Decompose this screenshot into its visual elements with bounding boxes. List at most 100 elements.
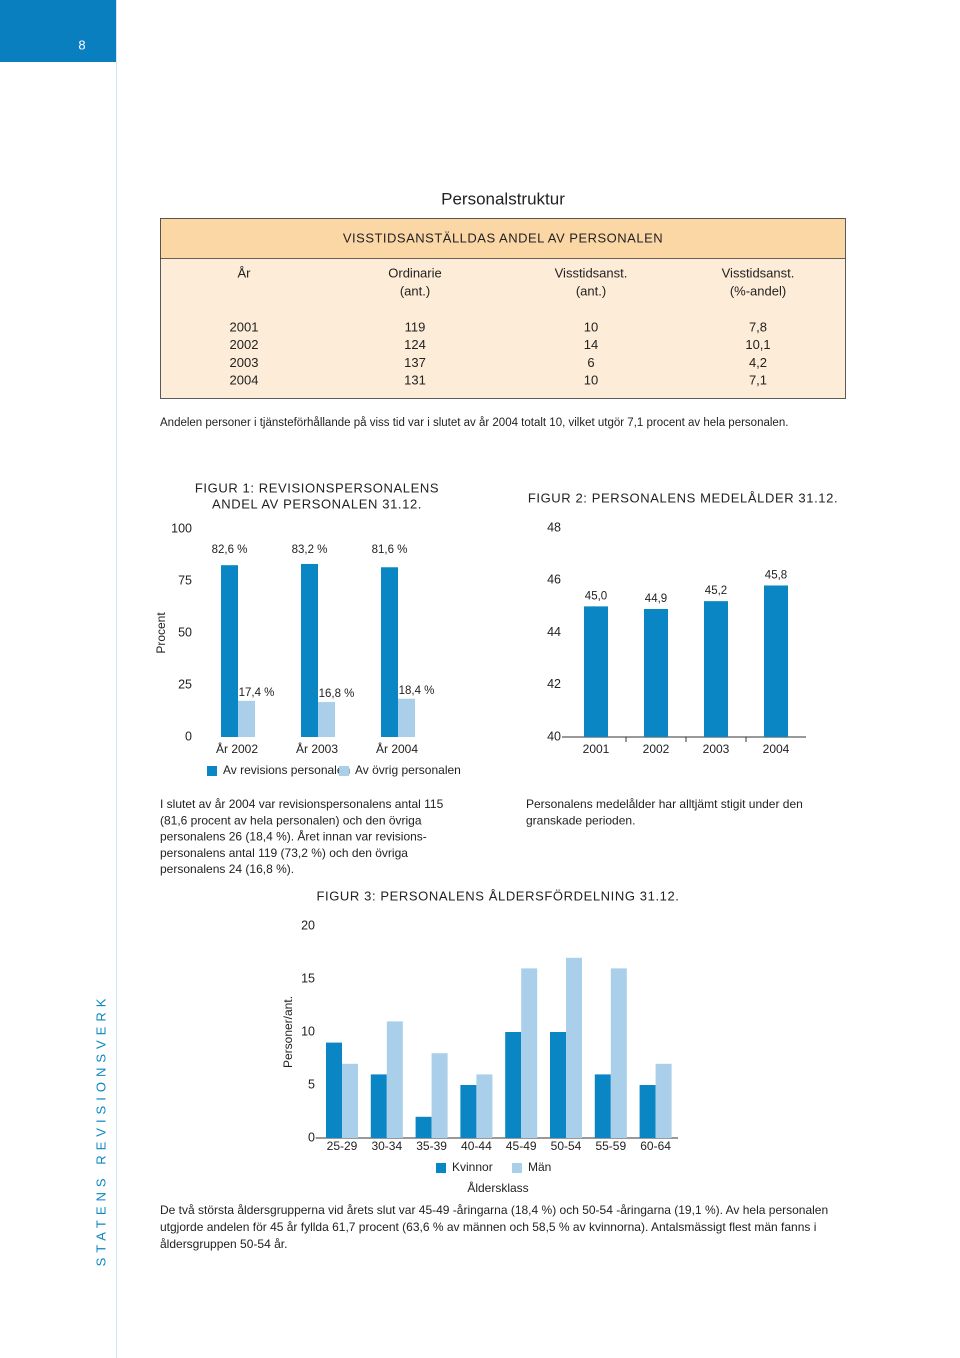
bar [238,700,255,737]
bar [566,957,582,1138]
y-tick-label: 20 [301,918,315,932]
x-tick-label: 40-44 [461,1139,492,1153]
table-cell: 7,8 [749,319,767,334]
x-tick-label: 30-34 [371,1139,402,1153]
paragraph-line: I slutet av år 2004 var revisionspersona… [160,797,444,811]
intro-text: Andelen personer i tjänsteförhållande på… [160,417,788,429]
table-header: Visstidsanst. [555,265,628,280]
table-cell: 2003 [230,355,259,370]
paragraph-line: åldersgruppen 50-54 år. [160,1237,287,1251]
y-tick-label: 5 [308,1077,315,1091]
figure-title: ANDEL AV PERSONALEN 31.12. [212,496,422,511]
bar [386,1021,403,1138]
section-title: Personalstruktur [441,189,565,208]
y-tick-label: 15 [301,971,315,985]
legend-label: Män [528,1160,551,1174]
y-tick-label: 0 [308,1130,315,1144]
legend-swatch [339,766,349,776]
table-cell: 2002 [230,337,259,352]
bar [639,1085,656,1138]
value-label: 17,4 % [239,687,275,699]
bar [550,1032,566,1138]
value-label: 82,6 % [212,544,248,556]
table-cell: 10 [584,373,598,388]
y-tick-label: 25 [178,677,192,691]
bar [594,1074,611,1138]
table-header: Ordinarie [388,265,441,280]
value-label: 44,9 [645,593,667,605]
legend-swatch [512,1163,522,1173]
y-tick-label: 40 [547,729,561,743]
value-label: 18,4 % [399,685,435,697]
bar [381,567,398,737]
paragraph-line: De två största åldersgrupperna vid årets… [160,1203,828,1217]
y-axis-label: Personer/ant. [281,996,295,1068]
table-cell: 4,2 [749,355,767,370]
x-tick-label: 50-54 [551,1139,582,1153]
bar [431,1053,448,1138]
x-tick-label: År 2003 [296,741,338,756]
figure-title: FIGUR 1: REVISIONSPERSONALENS [195,480,439,495]
bar [326,1042,342,1138]
y-tick-label: 44 [547,625,561,639]
bar [655,1063,672,1138]
x-tick-label: 60-64 [640,1139,671,1153]
x-tick-label: 2002 [643,742,670,756]
paragraph-line: personalens 24 (16,8 %). [160,862,294,876]
y-axis-label: Procent [154,612,168,654]
bar [301,563,318,737]
figure-title: FIGUR 3: PERSONALENS ÅLDERSFÖRDELNING 31… [316,888,679,903]
table-cell: 6 [587,355,594,370]
table-body-band [160,258,845,398]
table-title: VISSTIDSANSTÄLLDAS ANDEL AV PERSONALEN [343,230,663,245]
legend-label: Kvinnor [452,1160,493,1174]
bar [644,608,668,737]
y-tick-label: 42 [547,677,561,691]
bar [370,1074,387,1138]
x-tick-label: 2004 [763,742,790,756]
value-label: 45,8 [765,570,787,582]
bar [505,1032,522,1138]
table-header: (ant.) [400,283,430,298]
x-tick-label: 45-49 [506,1139,537,1153]
value-label: 83,2 % [292,544,328,556]
x-tick-label: År 2002 [216,741,258,756]
bar [521,968,538,1138]
table-header: (%-andel) [730,283,786,298]
table-cell: 137 [404,355,426,370]
y-tick-label: 75 [178,573,192,587]
table-cell: 10 [584,319,598,334]
page-number: 8 [78,37,85,52]
bar [221,565,238,737]
y-tick-label: 50 [178,625,192,639]
bar [764,585,788,737]
y-tick-label: 0 [185,729,192,743]
table-header: År [238,265,252,280]
bar [584,606,608,737]
bar [610,968,627,1138]
legend-label: Av revisions personalen [223,763,350,777]
table-border [160,218,846,399]
x-tick-label: 2001 [583,742,610,756]
legend-swatch [207,766,217,776]
paragraph-line: personalens 26 (18,4 %). Året innan var … [160,829,427,844]
bar [476,1074,493,1138]
y-tick-label: 48 [547,520,561,534]
side-text: STATENS REVISIONSVERK [93,994,108,1267]
legend-swatch [436,1163,446,1173]
bar [342,1063,358,1138]
x-tick-label: 25-29 [327,1139,358,1153]
table-cell: 2004 [230,373,259,388]
paragraph-line: (81,6 procent av hela personalen) och de… [160,813,422,827]
figure-title: FIGUR 2: PERSONALENS MEDELÅLDER 31.12. [528,490,838,505]
table-cell: 14 [584,337,598,352]
paragraph-line: Personalens medelålder har alltjämt stig… [526,797,803,811]
value-label: 45,0 [585,590,607,602]
table-header: (ant.) [576,283,606,298]
paragraph-line: utgjorde andelen för 45 år fyllda 61,7 p… [160,1220,816,1234]
x-tick-label: 55-59 [595,1139,626,1153]
paragraph-line: granskade perioden. [526,813,635,827]
table-header: Visstidsanst. [722,265,795,280]
table-cell: 7,1 [749,373,767,388]
